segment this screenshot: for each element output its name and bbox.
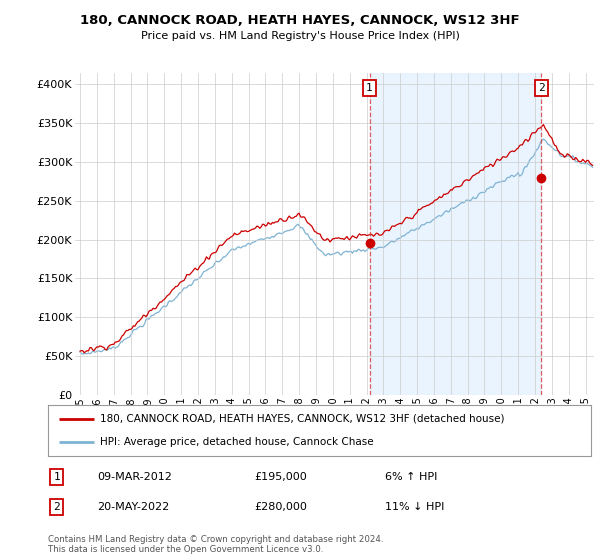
- Text: 180, CANNOCK ROAD, HEATH HAYES, CANNOCK, WS12 3HF (detached house): 180, CANNOCK ROAD, HEATH HAYES, CANNOCK,…: [100, 414, 504, 424]
- Text: 180, CANNOCK ROAD, HEATH HAYES, CANNOCK, WS12 3HF: 180, CANNOCK ROAD, HEATH HAYES, CANNOCK,…: [80, 14, 520, 27]
- Text: £195,000: £195,000: [254, 472, 307, 482]
- Text: 09-MAR-2012: 09-MAR-2012: [97, 472, 172, 482]
- Text: 11% ↓ HPI: 11% ↓ HPI: [385, 502, 444, 512]
- Text: 1: 1: [366, 83, 373, 94]
- Text: HPI: Average price, detached house, Cannock Chase: HPI: Average price, detached house, Cann…: [100, 437, 373, 447]
- Text: £280,000: £280,000: [254, 502, 307, 512]
- Text: 6% ↑ HPI: 6% ↑ HPI: [385, 472, 437, 482]
- Text: 20-MAY-2022: 20-MAY-2022: [97, 502, 169, 512]
- Bar: [370, 73, 541, 395]
- Text: 1: 1: [53, 472, 60, 482]
- Text: Contains HM Land Registry data © Crown copyright and database right 2024.
This d: Contains HM Land Registry data © Crown c…: [48, 535, 383, 554]
- Text: Price paid vs. HM Land Registry's House Price Index (HPI): Price paid vs. HM Land Registry's House …: [140, 31, 460, 41]
- Text: 2: 2: [53, 502, 60, 512]
- Text: 2: 2: [538, 83, 545, 94]
